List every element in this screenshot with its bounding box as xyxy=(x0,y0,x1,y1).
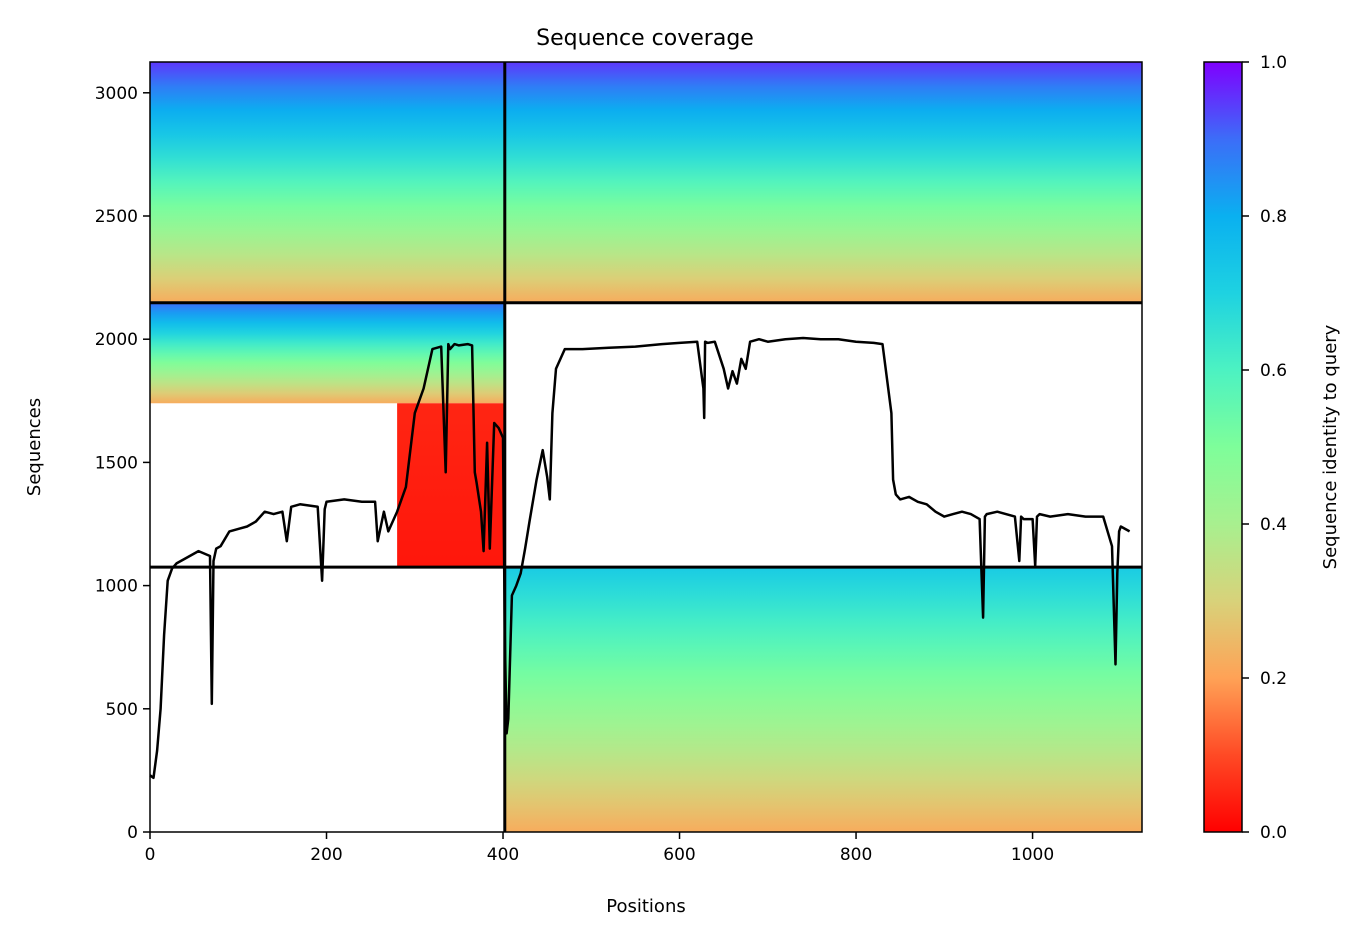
x-tick-label: 600 xyxy=(663,845,695,865)
colorbar-ticks: 0.0 0.2 0.4 0.6 0.8 1.0 xyxy=(1242,53,1287,843)
x-tick-label: 200 xyxy=(310,845,342,865)
coverage-block-4 xyxy=(504,567,1142,832)
x-tick-label: 800 xyxy=(840,845,872,865)
chain-boundary-lines xyxy=(150,62,1142,832)
plot-frame xyxy=(149,61,1143,833)
colorbar xyxy=(1203,61,1243,833)
y-tick-label: 500 xyxy=(106,700,138,720)
colorbar-tick-label: 0.0 xyxy=(1260,823,1287,843)
coverage-block-1 xyxy=(504,62,1142,303)
coverage-line xyxy=(149,336,1131,780)
colorbar-tick-label: 0.6 xyxy=(1260,361,1287,381)
x-tick-label: 0 xyxy=(145,845,156,865)
colorbar-tick-label: 0.4 xyxy=(1260,515,1287,535)
x-axis-label: Positions xyxy=(606,896,685,917)
y-tick-label: 3000 xyxy=(95,84,138,104)
coverage-block-2 xyxy=(150,302,505,404)
coverage-curve-layer xyxy=(149,336,1131,780)
x-axis: 0 200 400 600 800 1000 xyxy=(145,832,1054,865)
colorbar-tick-label: 1.0 xyxy=(1260,53,1287,73)
y-tick-label: 2500 xyxy=(95,207,138,227)
coverage-heatmap xyxy=(150,62,1142,832)
coverage-block-0 xyxy=(150,62,505,303)
y-tick-label: 1500 xyxy=(95,453,138,473)
colorbar-tick-label: 0.8 xyxy=(1260,207,1287,227)
colorbar-tick-label: 0.2 xyxy=(1260,669,1287,689)
x-tick-label: 1000 xyxy=(1011,845,1054,865)
y-tick-label: 2000 xyxy=(95,330,138,350)
y-tick-label: 1000 xyxy=(95,577,138,597)
colorbar-label: Sequence identity to query xyxy=(1320,324,1341,569)
chart-title: Sequence coverage xyxy=(536,26,754,51)
y-axis-label: Sequences xyxy=(24,398,45,496)
y-tick-label: 0 xyxy=(127,823,138,843)
x-tick-label: 400 xyxy=(487,845,519,865)
y-axis: 0 500 1000 1500 2000 2500 3000 xyxy=(95,84,150,843)
